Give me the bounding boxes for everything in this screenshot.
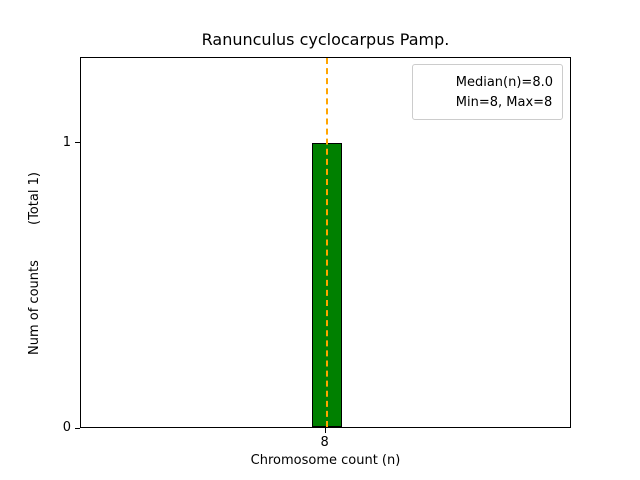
legend-row-minmax: Min=8, Max=8 bbox=[422, 92, 553, 112]
y-axis-label: Num of counts bbox=[27, 260, 42, 355]
y-tick-mark bbox=[75, 142, 80, 144]
legend-row-median: Median(n)=8.0 bbox=[422, 72, 553, 92]
plot-area: Median(n)=8.0 Min=8, Max=8 bbox=[80, 57, 571, 428]
legend-label-median: Median(n)=8.0 bbox=[455, 74, 553, 90]
y-tick-label: 1 bbox=[62, 134, 71, 150]
legend-label-minmax: Min=8, Max=8 bbox=[455, 94, 553, 110]
chart-title: Ranunculus cyclocarpus Pamp. bbox=[201, 30, 450, 49]
x-tick-label: 8 bbox=[320, 435, 329, 450]
y-tick-label: 0 bbox=[62, 420, 71, 435]
y-tick-mark bbox=[75, 427, 80, 429]
y-axis-total-label: (Total 1) bbox=[27, 172, 42, 225]
median-line bbox=[325, 58, 328, 427]
x-tick-mark bbox=[325, 428, 326, 433]
legend: Median(n)=8.0 Min=8, Max=8 bbox=[411, 64, 563, 120]
x-axis-label: Chromosome count (n) bbox=[250, 453, 401, 468]
